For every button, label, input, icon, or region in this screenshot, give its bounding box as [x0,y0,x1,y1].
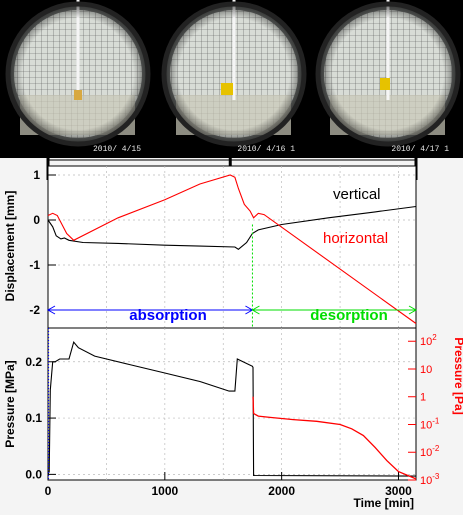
xtick-label: 2000 [268,484,295,498]
sample-photo-image [161,0,307,147]
absorption-arrowhead-left [46,305,56,315]
pressure-series [47,328,417,480]
legend-horizontal: horizontal [323,230,388,247]
ytick-label: 1 [33,168,40,182]
photo-date: 2010/ 4/15 [92,145,141,154]
sample-photo-2: 2010/ 4/16 1 [154,0,309,158]
ytick-label: 0.1 [25,411,42,425]
xtick-label: 1000 [151,484,178,498]
series-line-horizontal [47,174,417,324]
sample-photo-image [315,0,461,147]
time-xticks: 0 1000 2000 3000 [45,472,412,498]
pressure-yticks: 0.2 0.1 0.0 [25,355,56,481]
photo-date: 2010/ 4/16 1 [237,145,295,154]
xtick-label: 3000 [385,484,412,498]
series-line-vertical [47,205,417,250]
y2tick-exponent: -1 [432,416,440,425]
displacement-series [47,174,417,324]
pressure-grid [48,328,416,480]
desorption-label: desorption [310,307,388,324]
desorption-arrowhead-right [408,305,418,315]
y2tick-exponent: -2 [432,444,440,453]
ytick-label: 0.0 [25,467,42,481]
ytick-label: -2 [29,303,40,317]
y2tick-exponent: -3 [432,472,440,481]
xtick-label: 0 [45,484,52,498]
series-line-pressure-pa [252,396,417,480]
legend-vertical: vertical [333,186,381,203]
ytick-label: -1 [29,258,40,272]
y2tick-label: 1 [420,392,426,404]
series-line-pressure-mpa [47,340,417,477]
y2tick-label: 10 [420,364,432,376]
y2tick-exponent: 2 [432,333,437,342]
time-xlabel: Time [min] [354,496,414,510]
photo-strip: 2010/ 4/15 2010/ 4/16 1 2010/ 4/17 1 [0,0,463,158]
photo-date: 2010/ 4/17 1 [391,145,449,154]
ytick-label: 0.2 [25,355,42,369]
pressure-pa-ylabel: Pressure [Pa] [452,337,463,414]
sample-photo-3: 2010/ 4/17 1 [308,0,463,158]
displacement-pressure-figure: 10-1-2 Displacement [mm] vertical horizo… [0,158,463,515]
ytick-label: 0 [33,213,40,227]
sample-photo-1: 2010/ 4/15 [0,0,155,158]
displacement-ylabel: Displacement [mm] [3,191,17,302]
sample-photo-image [5,0,151,147]
pressure-plot-area [47,327,417,481]
absorption-label: absorption [129,307,207,324]
pressure-ylabel: Pressure [MPa] [3,360,17,447]
